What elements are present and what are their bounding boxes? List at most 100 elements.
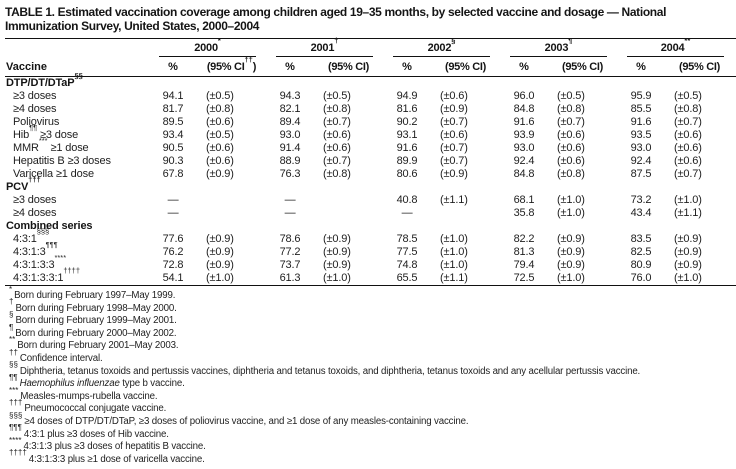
- table-row: 4:3:1§§§ 77.6 (±0.9) 78.6 (±0.9) 78.5 (±1.0) 82…: [5, 228, 736, 246]
- ci-cell: (±0.8): [557, 103, 585, 115]
- percent-cell: 91.6: [630, 116, 652, 128]
- row-label: ≥4 doses: [13, 207, 57, 219]
- percent-cell: 91.4: [279, 142, 301, 154]
- percent-cell: 54.1: [151, 272, 195, 286]
- ci-cell: (±0.6): [557, 142, 585, 154]
- ci-cell: (±1.1): [429, 272, 502, 286]
- ci-cell: (±1.1): [440, 194, 468, 206]
- ci-cell: (±1.0): [674, 194, 702, 206]
- year-label: 2004**: [627, 37, 725, 57]
- ci-cell: (±0.9): [440, 103, 468, 115]
- ci-cell: (±0.9): [674, 246, 702, 258]
- percent-cell: 72.8: [162, 259, 184, 271]
- percent-cell: 92.4: [513, 155, 535, 167]
- section-header: Combined series: [6, 220, 93, 232]
- percent-cell: 84.8: [513, 103, 535, 115]
- table-row: Varicella ≥1 dose 67.8 (±0.9) 76.3 (±0.8) 80.…: [5, 168, 736, 181]
- percent-cell: —: [167, 194, 179, 206]
- footnote: **Born during February 2001–May 2003.: [9, 335, 179, 352]
- year-footnote-marker: §: [451, 36, 456, 46]
- percent-cell: 96.0: [513, 90, 535, 102]
- row-label: ≥3 doses: [13, 90, 57, 102]
- ci-header: (95% CI): [429, 57, 502, 77]
- vaccination-coverage-table: 2000* 2001† 2002§ 2003¶ 2004** Vaccine% (95% C…: [5, 36, 736, 286]
- percent-cell: 81.6: [396, 103, 418, 115]
- footnote-marker: *: [9, 284, 13, 294]
- footnote: ¶¶Haemophilus influenzae type b vaccine.: [9, 372, 185, 390]
- year-column-header: 2004**: [619, 37, 736, 57]
- footnotes: *Born during February 1997–May 1999. †Bor…: [5, 285, 733, 466]
- percent-cell: 76.3: [279, 168, 301, 180]
- section-header-row: PCV†††: [5, 175, 736, 194]
- percent-header: %: [268, 57, 312, 77]
- table-row: 4:3:1:3:3:1†††† 54.1 (±1.0) 61.3 (±1.0) 65.5(…: [5, 267, 736, 286]
- percent-cell: 94.9: [396, 90, 418, 102]
- percent-cell: 80.6: [396, 168, 418, 180]
- footnote-marker: ****: [54, 253, 67, 263]
- ci-cell: [312, 194, 385, 207]
- footnote-marker: ††††: [9, 448, 27, 458]
- ci-cell: (±1.0): [557, 194, 585, 206]
- percent-cell: 82.2: [513, 233, 535, 245]
- ci-cell: (±0.7): [440, 155, 468, 167]
- ci-cell: (±1.0): [663, 272, 736, 286]
- percent-cell: 93.4: [162, 129, 184, 141]
- ci-cell: (±0.7): [323, 116, 351, 128]
- table-body: DTP/DT/DTaP§§ ≥3 doses 94.1 (±0.5) 94.3 (±0.5…: [5, 72, 736, 286]
- ci-cell: (±0.9): [206, 233, 234, 245]
- footnote: ¶Born during February 2000–May 2002.: [9, 322, 177, 339]
- footnote: §Born during February 1999–May 2001.: [9, 309, 177, 327]
- table-head: 2000* 2001† 2002§ 2003¶ 2004** Vaccine% (95% C…: [5, 36, 736, 77]
- percent-cell: 80.9: [630, 259, 652, 271]
- ci-header: (95% CI): [663, 57, 736, 77]
- ci-cell: (±0.5): [206, 129, 234, 141]
- row-label: Hib¶¶ ≥3 dose: [13, 123, 79, 141]
- ci-cell: (±0.6): [557, 129, 585, 141]
- section-header: PCV†††: [6, 175, 41, 193]
- year-footnote-marker: †: [334, 36, 339, 46]
- percent-cell: 85.5: [630, 103, 652, 115]
- footnote-marker: ¶¶¶: [45, 240, 58, 250]
- percent-cell: 73.2: [630, 194, 652, 206]
- row-label: Hepatitis B ≥3 doses: [13, 155, 111, 167]
- ci-cell: (±0.9): [206, 259, 234, 271]
- ci-header: (95% CI††): [195, 56, 268, 77]
- ci-cell: (±1.0): [557, 207, 585, 219]
- ci-cell: (±0.7): [674, 116, 702, 128]
- footnote-marker: †: [9, 297, 14, 307]
- ci-cell: [429, 207, 502, 220]
- ci-cell: (±1.0): [440, 233, 468, 245]
- row-label: MMR*** ≥1 dose: [13, 136, 89, 154]
- percent-cell: 94.3: [279, 90, 301, 102]
- footnote: §§§≥4 doses of DTP/DT/DTaP, ≥3 doses of …: [9, 410, 469, 427]
- percent-cell: 88.9: [279, 155, 301, 167]
- section-header-row: DTP/DT/DTaP§§: [5, 72, 736, 91]
- percent-header: %: [385, 57, 429, 77]
- percent-cell: 67.8: [162, 168, 184, 180]
- table-row: ≥4 doses 81.7 (±0.8) 82.1 (±0.8) 81.6 (±0.9) 84…: [5, 103, 736, 116]
- ci-cell: (±0.9): [557, 246, 585, 258]
- ci-cell: [312, 207, 385, 220]
- footnote-marker: §§§: [9, 410, 23, 420]
- percent-cell: 40.8: [396, 194, 418, 206]
- percent-cell: 82.5: [630, 246, 652, 258]
- percent-cell: 72.5: [502, 272, 546, 286]
- footnote-marker: ¶¶: [29, 123, 38, 133]
- percent-header: %: [502, 57, 546, 77]
- percent-cell: 76.0: [619, 272, 663, 286]
- percent-header: %: [151, 57, 195, 77]
- ci-cell: (±0.7): [557, 116, 585, 128]
- ci-cell: (±1.0): [440, 259, 468, 271]
- ci-cell: (±0.8): [557, 168, 585, 180]
- footnote-marker: §§§: [36, 227, 50, 237]
- percent-cell: 89.9: [396, 155, 418, 167]
- ci-cell: (±0.8): [323, 168, 351, 180]
- footnote: †††Pneumococcal conjugate vaccine.: [9, 398, 167, 415]
- italic-text: Haemophilus influenzae: [19, 378, 120, 390]
- year-footnote-marker: ¶: [568, 36, 573, 46]
- ci-cell: (±0.6): [440, 129, 468, 141]
- percent-cell: 77.5: [396, 246, 418, 258]
- percent-cell: 68.1: [513, 194, 535, 206]
- year-column-header: 2000*: [151, 37, 268, 57]
- table-row: Hepatitis B ≥3 doses 90.3 (±0.6) 88.9 (±0.7)…: [5, 155, 736, 168]
